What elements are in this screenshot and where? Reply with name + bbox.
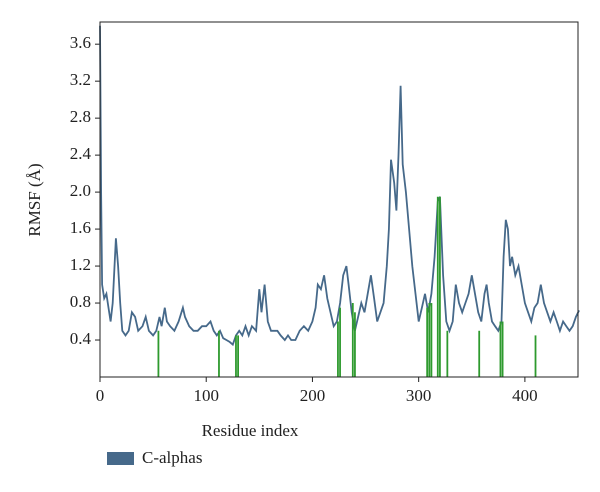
legend-label: C-alphas: [142, 448, 202, 467]
y-tick-label: 2.8: [70, 107, 91, 126]
legend-swatch: [107, 452, 134, 465]
x-tick-label: 200: [300, 386, 326, 405]
y-tick-label: 2.4: [70, 144, 92, 163]
y-tick-label: 3.2: [70, 70, 91, 89]
y-tick-label: 2.0: [70, 181, 91, 200]
plot-frame: [99, 21, 579, 378]
y-axis-label: RMSF (Å): [25, 163, 44, 236]
rmsf-line: [99, 25, 580, 347]
y-tick-label: 1.6: [70, 218, 91, 237]
y-tick-label: 3.6: [70, 33, 91, 52]
y-tick-label: 0.4: [70, 329, 92, 348]
x-tick-label: 0: [96, 386, 105, 405]
y-tick-label: 1.2: [70, 255, 91, 274]
y-tick-label: 0.8: [70, 292, 91, 311]
x-tick-label: 400: [512, 386, 538, 405]
x-tick-label: 100: [193, 386, 219, 405]
x-axis-label: Residue index: [202, 421, 299, 440]
x-tick-label: 300: [406, 386, 432, 405]
